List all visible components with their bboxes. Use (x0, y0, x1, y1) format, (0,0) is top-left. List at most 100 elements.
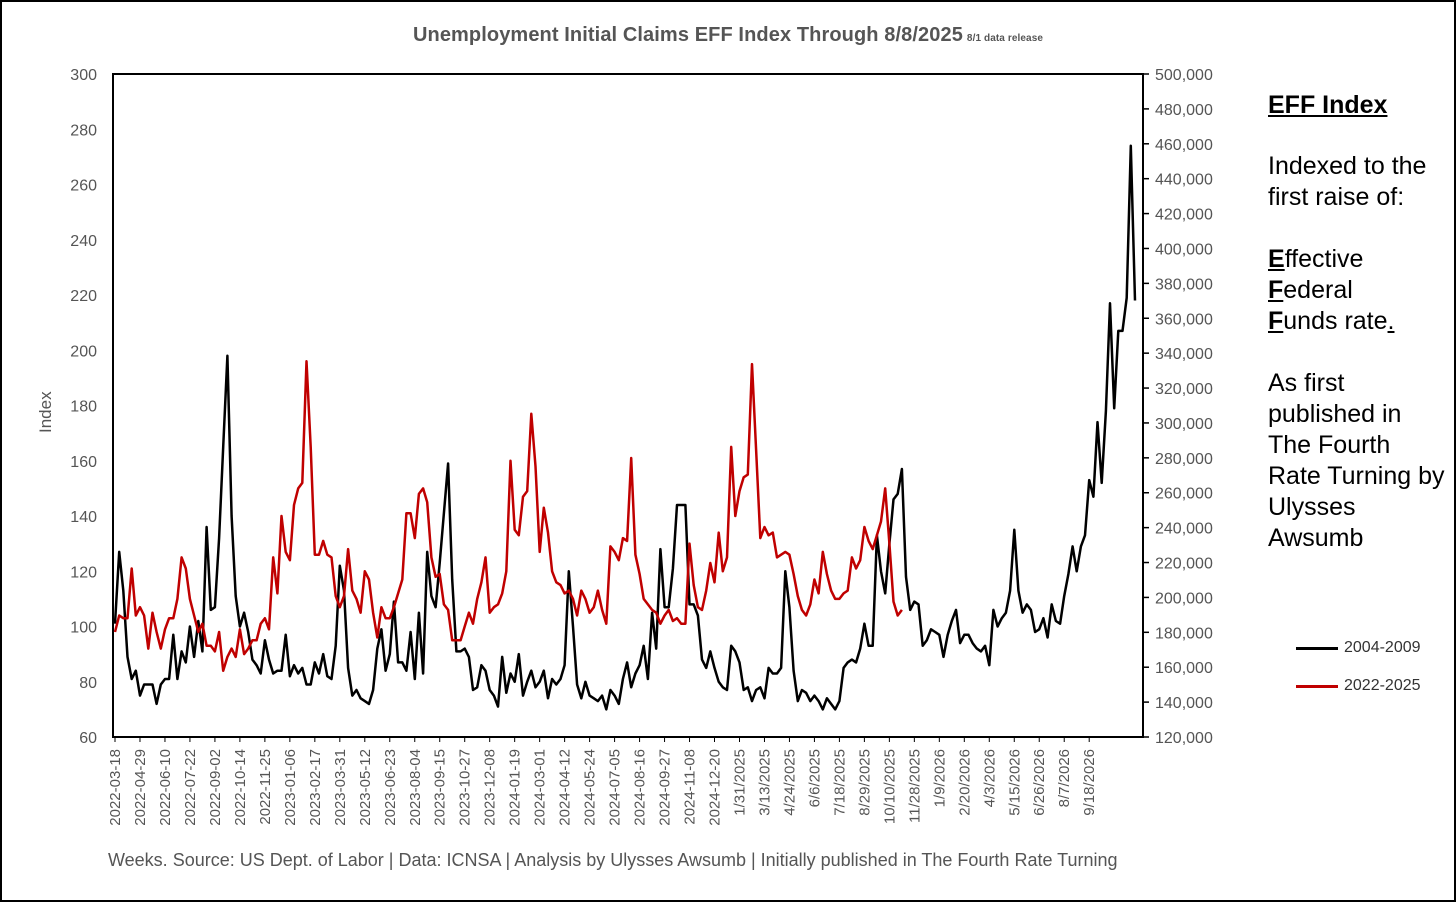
x-tick-label: 10/10/2025 (881, 749, 898, 824)
x-tick-label: 2024-12-20 (707, 749, 724, 826)
letter-f: F (1268, 276, 1284, 304)
x-tick-label: 2022-09-02 (207, 749, 224, 826)
side-para-1: Indexed to the first raise of: (1268, 152, 1427, 211)
y2-tick-label: 400,000 (1155, 241, 1213, 258)
x-tick-label: 2024-01-19 (507, 749, 524, 826)
y2-tick-label: 320,000 (1155, 381, 1213, 398)
text-period: . (1387, 307, 1395, 335)
x-tick-label: 2024-03-01 (532, 749, 549, 826)
letter-e: E (1268, 245, 1285, 273)
x-tick-label: 2023-03-31 (332, 749, 349, 826)
x-tick-label: 4/24/2025 (781, 749, 798, 816)
x-tick-label: 2022-03-18 (107, 749, 124, 826)
y-tick-label: 260 (70, 178, 97, 195)
x-tick-label: 2022-06-10 (157, 749, 174, 826)
y2-tick-label: 380,000 (1155, 276, 1213, 293)
plot-area (112, 73, 1144, 738)
x-tick-label: 11/28/2025 (906, 749, 923, 823)
y2-tick-label: 140,000 (1155, 695, 1213, 712)
text-federal: ederal (1283, 276, 1353, 304)
y2-tick-label: 460,000 (1155, 137, 1213, 154)
y2-tick-label: 440,000 (1155, 172, 1213, 189)
x-tick-label: 2024-09-27 (657, 749, 674, 826)
y-tick-label: 140 (70, 509, 97, 526)
y2-tick-label: 360,000 (1155, 311, 1213, 328)
x-tick-label: 6/26/2026 (1031, 749, 1048, 816)
x-tick-label: 2024-11-08 (682, 749, 699, 825)
y-tick-label: 300 (70, 67, 97, 84)
x-tick-label: 2/20/2026 (956, 749, 973, 816)
letter-f2: F (1268, 307, 1284, 335)
y2-tick-label: 480,000 (1155, 102, 1213, 119)
x-tick-label: 2023-10-27 (457, 749, 474, 826)
x-tick-label: 6/6/2025 (806, 749, 823, 807)
chart-title: Unemployment Initial Claims EFF Index Th… (0, 24, 1456, 47)
x-tick-label: 2022-11-25 (257, 749, 274, 825)
series-line-2022-2025 (113, 360, 903, 672)
y2-tick-label: 260,000 (1155, 486, 1213, 503)
x-tick-label: 1/9/2026 (931, 749, 948, 807)
legend: 2004-2009 2022-2025 (1296, 636, 1421, 712)
x-tick-label: 2023-01-06 (282, 749, 299, 826)
text-funds-rate: unds rate (1283, 307, 1388, 335)
x-tick-label: 2022-10-14 (232, 749, 249, 826)
title-sub: 8/1 data release (966, 33, 1044, 44)
legend-label-2022-2025: 2022-2025 (1344, 677, 1421, 694)
y-tick-label: 180 (70, 399, 97, 416)
x-tick-label: 2023-08-04 (407, 749, 424, 826)
y-tick-label: 200 (70, 343, 97, 360)
x-tick-label: 2024-07-05 (607, 749, 624, 826)
side-heading: EFF Index (1268, 91, 1388, 119)
y-tick-label: 220 (70, 288, 97, 305)
y2-tick-label: 180,000 (1155, 625, 1213, 642)
x-tick-label: 2023-12-08 (482, 749, 499, 826)
y2-tick-label: 420,000 (1155, 207, 1213, 224)
y2-tick-label: 280,000 (1155, 451, 1213, 468)
y2-tick-label: 120,000 (1155, 730, 1213, 747)
series-line-2004-2009 (113, 144, 1137, 711)
x-tick-label: 2023-06-23 (382, 749, 399, 826)
x-tick-label: 2023-05-12 (357, 749, 374, 826)
y2-tick-label: 300,000 (1155, 416, 1213, 433)
x-tick-label: 2022-04-29 (132, 749, 149, 826)
y2-tick-label: 240,000 (1155, 521, 1213, 538)
side-para-3: As first published in The Fourth Rate Tu… (1268, 369, 1445, 552)
x-tick-label: 2024-05-24 (582, 749, 599, 826)
footer-source: Weeks. Source: US Dept. of Labor | Data:… (108, 850, 1118, 870)
text-effective: ffective (1284, 245, 1364, 273)
x-tick-label: 5/15/2026 (1006, 749, 1023, 816)
x-tick-label: 2022-07-22 (182, 749, 199, 826)
x-tick-label: 2023-09-15 (432, 749, 449, 826)
x-tick-label: 3/13/2025 (756, 749, 773, 816)
x-tick-label: 2024-04-12 (557, 749, 574, 826)
side-annotation: EFF Index Indexed to the first raise of:… (1268, 90, 1448, 585)
legend-swatch-2004-2009 (1296, 646, 1338, 650)
y2-tick-label: 220,000 (1155, 556, 1213, 573)
y-tick-label: 120 (70, 564, 97, 581)
y-tick-label: 60 (79, 730, 97, 747)
y2-tick-label: 160,000 (1155, 660, 1213, 677)
y-tick-label: 100 (70, 620, 97, 637)
x-tick-label: 2024-08-16 (632, 749, 649, 826)
y-tick-label: 160 (70, 454, 97, 471)
legend-item-2022-2025: 2022-2025 (1296, 674, 1421, 698)
x-tick-label: 4/3/2026 (981, 749, 998, 807)
y-tick-label: 80 (79, 675, 97, 692)
title-main: Unemployment Initial Claims EFF Index Th… (412, 24, 963, 46)
x-tick-label: 1/31/2025 (731, 749, 748, 816)
legend-item-2004-2009: 2004-2009 (1296, 636, 1421, 660)
x-tick-label: 8/7/2026 (1056, 749, 1073, 807)
y-tick-label: 240 (70, 233, 97, 250)
x-tick-label: 2023-02-17 (307, 749, 324, 826)
x-tick-label: 7/18/2025 (831, 749, 848, 816)
y2-tick-label: 500,000 (1155, 67, 1213, 84)
y2-tick-label: 200,000 (1155, 590, 1213, 607)
legend-swatch-2022-2025 (1296, 684, 1338, 688)
x-tick-label: 9/18/2026 (1081, 749, 1098, 816)
y2-tick-label: 340,000 (1155, 346, 1213, 363)
y-tick-label: 280 (70, 122, 97, 139)
x-tick-label: 8/29/2025 (856, 749, 873, 816)
legend-label-2004-2009: 2004-2009 (1344, 639, 1421, 656)
